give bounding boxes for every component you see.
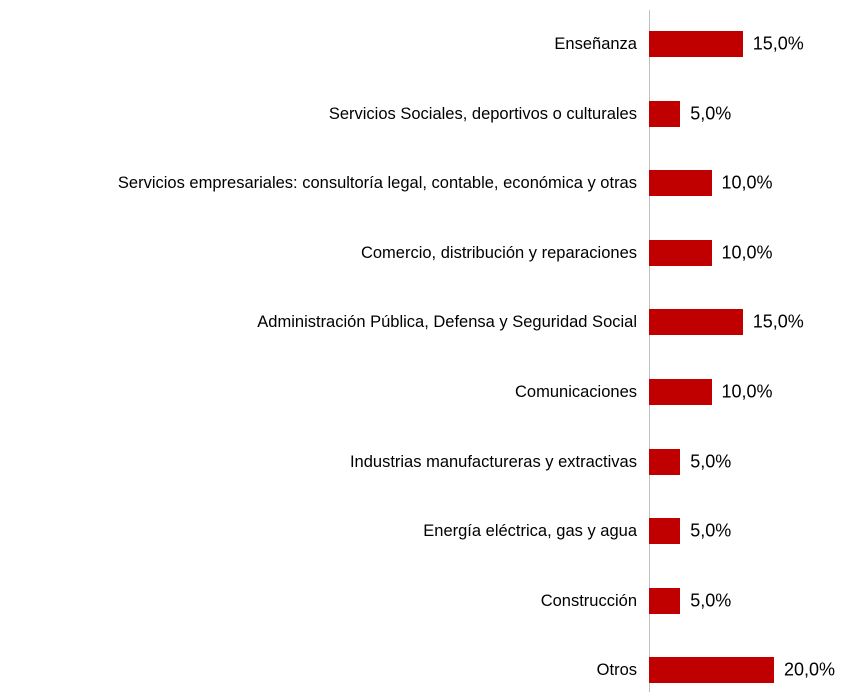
- category-label-box: Otros: [7, 659, 637, 681]
- bar: [649, 587, 681, 614]
- category-label: Administración Pública, Defensa y Seguri…: [257, 313, 637, 332]
- category-label: Servicios Sociales, deportivos o cultura…: [328, 104, 637, 123]
- data-label: 5,0%: [690, 520, 732, 541]
- bar: [649, 448, 681, 475]
- bar: [649, 309, 743, 336]
- data-label: 10,0%: [721, 242, 773, 263]
- bar: [649, 379, 712, 405]
- data-label: 15,0%: [752, 311, 804, 332]
- bar: [649, 239, 712, 266]
- bar: [649, 31, 743, 57]
- category-label-box: Construcción: [7, 590, 637, 612]
- category-label-box: Industrias manufactureras y extractivas: [7, 451, 637, 473]
- category-label: Energía eléctrica, gas y agua: [423, 522, 637, 541]
- category-label: Comunicaciones: [515, 383, 637, 401]
- category-label: Enseñanza: [554, 35, 637, 53]
- data-label: 5,0%: [690, 103, 732, 124]
- category-label: Comercio, distribución y reparaciones: [360, 243, 637, 262]
- data-label: 10,0%: [721, 381, 773, 402]
- bar: [649, 657, 774, 684]
- category-label: Otros: [596, 661, 637, 680]
- category-label-box: Comercio, distribución y reparaciones: [7, 242, 637, 264]
- category-label-box: Administración Pública, Defensa y Seguri…: [7, 311, 637, 333]
- category-label: Industrias manufactureras y extractivas: [349, 452, 637, 471]
- category-label: Servicios empresariales: consultoría leg…: [117, 174, 637, 193]
- category-label-box: Servicios Sociales, deportivos o cultura…: [7, 103, 637, 125]
- bar: [649, 518, 681, 545]
- bar: [649, 100, 681, 127]
- category-label-box: Enseñanza: [7, 33, 637, 55]
- bar: [649, 170, 712, 197]
- data-label: 20,0%: [784, 659, 836, 680]
- data-label: 5,0%: [690, 590, 732, 611]
- category-label: Construcción: [540, 591, 637, 610]
- data-label: 10,0%: [721, 172, 773, 193]
- data-label: 15,0%: [752, 33, 804, 54]
- category-label-box: Servicios empresariales: consultoría leg…: [7, 172, 637, 194]
- category-label-box: Energía eléctrica, gas y agua: [7, 520, 637, 542]
- data-label: 5,0%: [690, 451, 732, 472]
- category-label-box: Comunicaciones: [7, 381, 637, 403]
